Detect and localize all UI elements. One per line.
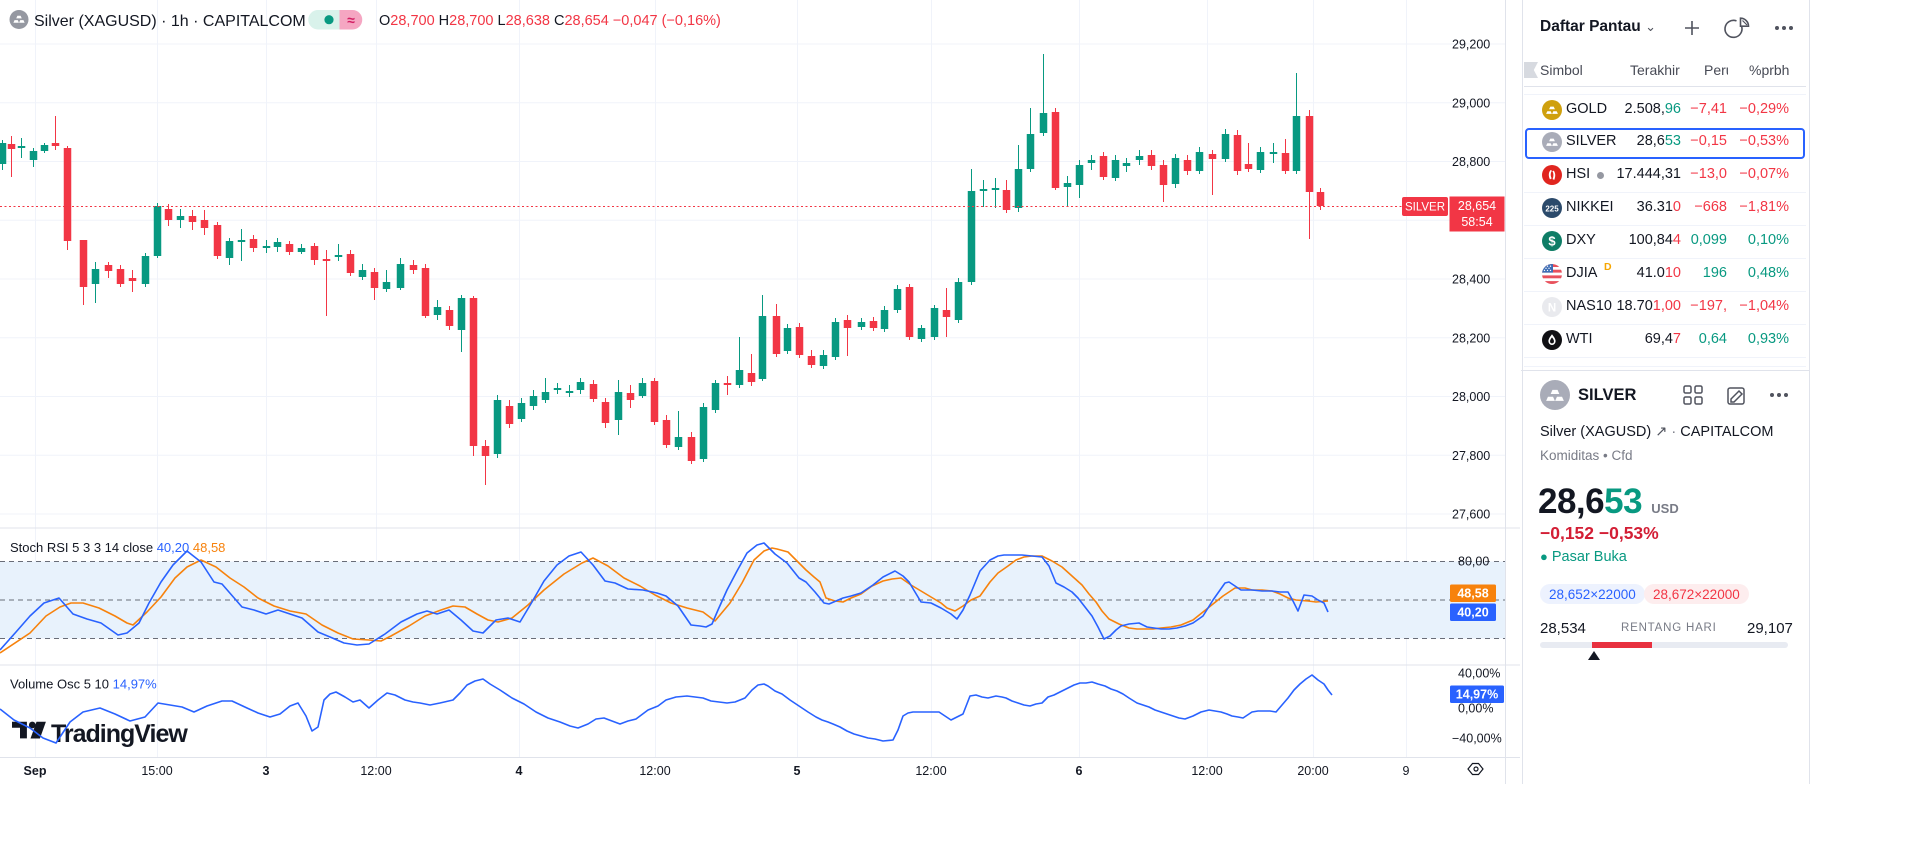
svg-text:Volume Osc 5 10 14,97%: Volume Osc 5 10 14,97% bbox=[10, 677, 157, 692]
svg-text:225: 225 bbox=[1545, 204, 1559, 213]
svg-text:14,97%: 14,97% bbox=[1456, 688, 1498, 702]
svg-text:48,58: 48,58 bbox=[1457, 587, 1488, 601]
svg-text:20:00: 20:00 bbox=[1297, 764, 1328, 778]
svg-text:O28,700 H28,700 L28,638 C28,65: O28,700 H28,700 L28,638 C28,654 −0,047 (… bbox=[379, 13, 721, 29]
svg-text:40,00%: 40,00% bbox=[1458, 667, 1500, 681]
svg-text:12:00: 12:00 bbox=[360, 764, 391, 778]
svg-text:12:00: 12:00 bbox=[639, 764, 670, 778]
svg-text:3: 3 bbox=[263, 764, 270, 778]
svg-text:28,800: 28,800 bbox=[1452, 155, 1490, 169]
svg-text:29,200: 29,200 bbox=[1452, 38, 1490, 52]
svg-text:Stoch RSI 5 3 3 14 close 40,2: Stoch RSI 5 3 3 14 close 40,20 48,58 bbox=[10, 540, 225, 555]
svg-text:≈: ≈ bbox=[347, 12, 355, 28]
svg-text:5: 5 bbox=[794, 764, 801, 778]
svg-text:27,800: 27,800 bbox=[1452, 449, 1490, 463]
svg-text:28,654: 28,654 bbox=[1458, 199, 1496, 213]
svg-text:6: 6 bbox=[1076, 764, 1083, 778]
svg-text:Sep: Sep bbox=[24, 764, 47, 778]
svg-text:12:00: 12:00 bbox=[915, 764, 946, 778]
svg-text:27,600: 27,600 bbox=[1452, 508, 1490, 522]
svg-text:80,00: 80,00 bbox=[1458, 555, 1489, 569]
svg-text:0,00%: 0,00% bbox=[1458, 702, 1493, 716]
svg-text:4: 4 bbox=[516, 764, 523, 778]
svg-text:−40,00%: −40,00% bbox=[1452, 732, 1502, 746]
svg-text:40,20: 40,20 bbox=[1457, 606, 1488, 620]
svg-text:28,000: 28,000 bbox=[1452, 390, 1490, 404]
svg-text:Silver (XAGUSD) · 1h · CAPITAL: Silver (XAGUSD) · 1h · CAPITALCOM bbox=[34, 13, 306, 30]
svg-text:9: 9 bbox=[1403, 764, 1410, 778]
svg-text:58:54: 58:54 bbox=[1461, 215, 1492, 229]
svg-text:28,400: 28,400 bbox=[1452, 273, 1490, 287]
svg-text:N: N bbox=[1548, 302, 1556, 314]
svg-text:28,200: 28,200 bbox=[1452, 331, 1490, 345]
svg-text:TradingView: TradingView bbox=[51, 720, 188, 748]
svg-text:12:00: 12:00 bbox=[1191, 764, 1222, 778]
svg-text:SILVER: SILVER bbox=[1405, 202, 1445, 214]
svg-text:$: $ bbox=[1548, 234, 1556, 249]
svg-text:15:00: 15:00 bbox=[141, 764, 172, 778]
svg-text:29,000: 29,000 bbox=[1452, 96, 1490, 110]
